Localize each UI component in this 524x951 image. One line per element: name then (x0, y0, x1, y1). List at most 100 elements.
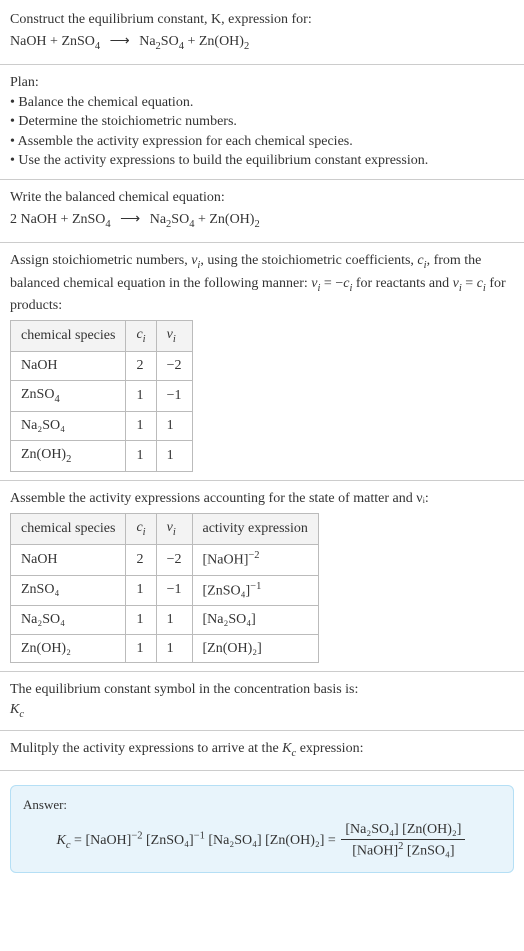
cell-species: Na₂SO₄ (11, 605, 126, 634)
cell-vi: −1 (156, 575, 192, 605)
cell-ci: 1 (126, 440, 156, 471)
cell-vi: −1 (156, 380, 192, 411)
bal-rhs1-mid: SO (171, 212, 189, 227)
den-term: [ZnSO₄] (403, 844, 454, 859)
fraction-numerator: [Na₂SO₄] [Zn(OH)₂] (341, 820, 465, 841)
balanced-section: Write the balanced chemical equation: 2 … (0, 180, 524, 243)
species-text: ZnSO (21, 387, 54, 402)
plan-bullet: • Determine the stoichiometric numbers. (10, 112, 514, 132)
rhs1-mid: SO (161, 34, 179, 49)
cell-ci: 1 (126, 380, 156, 411)
species-text: Zn(OH) (21, 447, 66, 462)
th-vi: νi (156, 513, 192, 544)
arrow-icon: ⟶ (120, 210, 140, 230)
cell-species: Na₂SO₄ (11, 412, 126, 441)
cell-activity: [Na₂SO₄] (192, 605, 318, 634)
answer-section: Answer: Kc = [NaOH]−2 [ZnSO₄]−1 [Na₂SO₄]… (0, 771, 524, 881)
table-row: Zn(OH)₂ 1 1 [Zn(OH)₂] (11, 634, 319, 663)
fraction: [Na₂SO₄] [Zn(OH)₂][NaOH]2 [ZnSO₄] (341, 820, 465, 862)
assemble-heading-text: Assemble the activity expressions accoun… (10, 491, 429, 506)
plan-bullet: • Use the activity expressions to build … (10, 151, 514, 171)
assign-part: = − (320, 276, 343, 291)
eqconst-symbol: Kc (10, 700, 514, 722)
sub-i: i (143, 333, 146, 344)
bal-sub1: 4 (105, 218, 110, 229)
assign-part: = (462, 276, 477, 291)
rhs2: + Zn(OH) (184, 34, 244, 49)
plan-section: Plan: • Balance the chemical equation. •… (0, 65, 524, 180)
plan-bullet: • Balance the chemical equation. (10, 93, 514, 113)
multiply-section: Mulitply the activity expressions to arr… (0, 731, 524, 770)
kc-k: K (57, 833, 66, 848)
cell-vi: 1 (156, 634, 192, 663)
rhs1: Na (139, 34, 155, 49)
table-row: Na₂SO₄ 1 1 [Na₂SO₄] (11, 605, 319, 634)
th-ci: ci (126, 320, 156, 351)
sub-i: i (173, 527, 176, 538)
rhs2-sub: 2 (244, 40, 249, 51)
cell-ci: 1 (126, 605, 156, 634)
table-row: NaOH 2 −2 (11, 352, 193, 381)
fraction-denominator: [NaOH]2 [ZnSO₄] (341, 840, 465, 861)
species-sub: 2 (66, 454, 71, 465)
balanced-equation: 2 NaOH + ZnSO4 ⟶ Na2SO4 + Zn(OH)2 (10, 210, 514, 232)
lhs: NaOH + ZnSO (10, 34, 95, 49)
act-base: [NaOH] (203, 553, 249, 568)
act-exp: −1 (250, 581, 261, 592)
balanced-heading: Write the balanced chemical equation: (10, 188, 514, 208)
cell-ci: 1 (126, 412, 156, 441)
term-exp: −2 (131, 830, 142, 841)
table-row: NaOH 2 −2 [NaOH]−2 (11, 545, 319, 575)
cell-vi: 1 (156, 605, 192, 634)
assign-part: Assign stoichiometric numbers, (10, 253, 191, 268)
cell-vi: 1 (156, 412, 192, 441)
kc-k: K (10, 702, 19, 717)
arrow-icon: ⟶ (110, 32, 130, 52)
table-row: ZnSO4 1 −1 (11, 380, 193, 411)
assign-part: , using the stoichiometric coefficients, (200, 253, 417, 268)
bal-rhs2: + Zn(OH) (194, 212, 254, 227)
kc-k: K (282, 741, 291, 756)
th-vi: νi (156, 320, 192, 351)
intro-equation: NaOH + ZnSO4 ⟶ Na2SO4 + Zn(OH)2 (10, 32, 514, 54)
cell-ci: 2 (126, 352, 156, 381)
th-activity: activity expression (192, 513, 318, 544)
table-row: Na₂SO₄ 1 1 (11, 412, 193, 441)
term: [Na₂SO₄] [Zn(OH)₂] = (205, 833, 340, 848)
cell-species: Zn(OH)2 (11, 440, 126, 471)
th-species: chemical species (11, 513, 126, 544)
assemble-heading: Assemble the activity expressions accoun… (10, 489, 514, 509)
intro-section: Construct the equilibrium constant, K, e… (0, 0, 524, 65)
plan-heading: Plan: (10, 73, 514, 93)
eqconst-section: The equilibrium constant symbol in the c… (0, 672, 524, 731)
bal-lhs: 2 NaOH + ZnSO (10, 212, 105, 227)
table-header-row: chemical species ci νi activity expressi… (11, 513, 319, 544)
cell-activity: [ZnSO₄]−1 (192, 575, 318, 605)
assign-part: for reactants and (352, 276, 452, 291)
cell-ci: 1 (126, 575, 156, 605)
table-row: ZnSO₄ 1 −1 [ZnSO₄]−1 (11, 575, 319, 605)
act-base: [ZnSO₄] (203, 583, 251, 598)
species-text: NaOH (21, 358, 58, 373)
act-exp: −2 (248, 550, 259, 561)
cell-species: Zn(OH)₂ (11, 634, 126, 663)
table-header-row: chemical species ci νi (11, 320, 193, 351)
eqconst-line: The equilibrium constant symbol in the c… (10, 680, 514, 700)
stoich-table: chemical species ci νi NaOH 2 −2 ZnSO4 1… (10, 320, 193, 473)
bal-rhs1: Na (150, 212, 166, 227)
cell-vi: −2 (156, 545, 192, 575)
eq-sign: = (71, 833, 86, 848)
intro-text: Construct the equilibrium constant, K, e… (10, 12, 312, 27)
th-species: chemical species (11, 320, 126, 351)
bal-rhs2-sub: 2 (254, 218, 259, 229)
answer-box: Answer: Kc = [NaOH]−2 [ZnSO₄]−1 [Na₂SO₄]… (10, 785, 514, 873)
assign-text: Assign stoichiometric numbers, νi, using… (10, 251, 514, 316)
sub-i: i (173, 333, 176, 344)
table-row: Zn(OH)2 1 1 (11, 440, 193, 471)
cell-activity: [Zn(OH)₂] (192, 634, 318, 663)
activity-table: chemical species ci νi activity expressi… (10, 513, 319, 663)
term: [NaOH] (85, 833, 131, 848)
answer-label: Answer: (23, 796, 501, 814)
th-ci: ci (126, 513, 156, 544)
den-term: [NaOH] (352, 844, 398, 859)
